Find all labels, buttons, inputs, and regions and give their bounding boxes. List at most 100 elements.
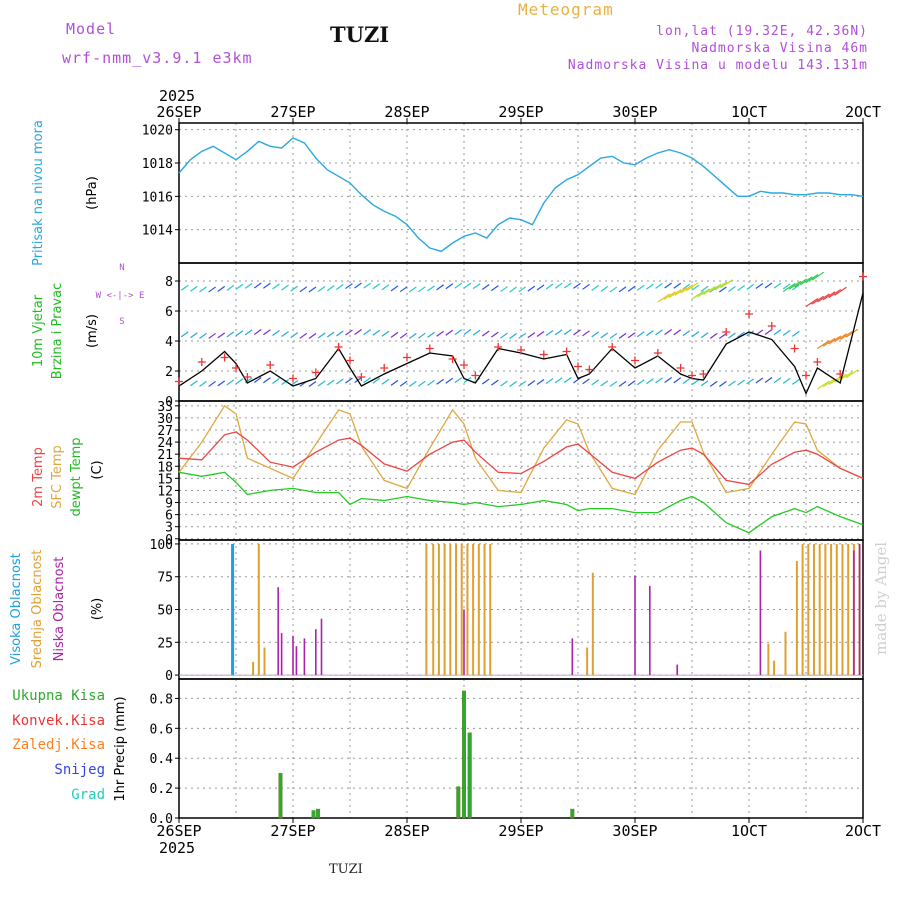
wind-barb — [682, 378, 691, 385]
y-tick-label: 6 — [165, 509, 173, 524]
wind-barb — [609, 286, 618, 293]
wind-barb — [664, 377, 672, 383]
wind-gust-marker — [859, 272, 867, 281]
year-label-top: 2025 — [159, 87, 195, 105]
wind-barb — [308, 286, 317, 293]
wind-barb — [582, 283, 590, 290]
wind-barb — [646, 283, 654, 290]
precip-legend-label: Snijeg — [54, 762, 105, 778]
wind-gust-marker — [608, 343, 617, 351]
wind-barb — [372, 283, 381, 290]
wind-barb — [728, 380, 736, 387]
y-tick-label: 6 — [165, 305, 173, 320]
wind-barb — [782, 377, 791, 384]
x-tick-label-bottom: 2OCT — [845, 822, 881, 840]
wind-barb — [244, 329, 253, 336]
wind-barb — [226, 331, 235, 338]
wind-compass-n: N — [119, 263, 124, 273]
mid-cloud-bar — [477, 543, 480, 676]
x-tick-label-bottom: 1OCT — [731, 822, 767, 840]
low-cloud-bar — [292, 635, 294, 676]
wind-barb-strong — [788, 280, 802, 290]
wind-barb-strong — [822, 337, 836, 347]
wind-barb — [463, 329, 472, 336]
y-tick-label: 25 — [157, 636, 173, 651]
wind-gust-marker — [494, 343, 503, 351]
y-tick-label: 0 — [165, 395, 173, 410]
wind-barb — [427, 379, 435, 386]
wind-gust-marker — [197, 358, 206, 366]
wind-barb-strong — [822, 378, 836, 388]
low-cloud-bar — [759, 550, 762, 676]
wind-barb-strong — [811, 295, 825, 305]
wind-barb — [509, 286, 517, 293]
wind-barb — [682, 330, 691, 337]
wind-gust-marker — [836, 370, 845, 378]
mid-cloud-bar — [437, 543, 440, 676]
wind-barb — [536, 379, 545, 386]
wind-barb — [253, 329, 262, 335]
panel-wind: 0 2 4 6 8 — [165, 262, 864, 410]
precip-legend-label: Konvek.Kisa — [12, 713, 105, 729]
wind-barb — [773, 377, 782, 384]
mid-cloud-bar — [489, 543, 492, 676]
y-tick-label: 9 — [165, 497, 173, 512]
wind-barb — [573, 377, 581, 384]
wind-barb — [509, 380, 517, 387]
wind-barb — [709, 380, 718, 387]
panel-cloud: 0 25 50 75 100 — [150, 538, 864, 684]
wind-barb — [636, 379, 645, 386]
wind-gust-marker — [813, 358, 822, 366]
wind-barb — [682, 283, 691, 290]
sfc-label: SFC Temp — [50, 445, 65, 509]
wind-barb — [408, 381, 417, 387]
wind-barb — [664, 282, 672, 289]
wind-gust-marker — [220, 353, 229, 362]
low-cloud-bar — [858, 543, 861, 676]
pressure-unit: (hPa) — [85, 176, 100, 210]
wind-barb — [737, 379, 745, 386]
wind-barb — [773, 282, 782, 289]
wind-barb — [199, 332, 207, 339]
y-tick-label: 4 — [165, 335, 173, 350]
y-tick-label: 27 — [157, 424, 173, 439]
x-tick-label-top: 27SEP — [270, 103, 315, 121]
wind-barb — [573, 282, 581, 289]
wind-barb — [691, 379, 700, 386]
wind-barb — [326, 379, 335, 386]
mid-cloud-bar — [425, 543, 428, 676]
mid-cloud-bar — [460, 543, 463, 676]
wind-barb-strong — [817, 339, 830, 350]
wind-barb — [728, 285, 736, 292]
wind-barb — [408, 333, 417, 339]
wind-gust-marker — [266, 361, 275, 369]
x-tick-group: 26SEP 26SEP — [156, 103, 201, 840]
wind-barb — [208, 380, 216, 387]
wind-barb — [636, 331, 645, 338]
wind-barb — [655, 329, 663, 336]
wind-barb — [199, 380, 207, 387]
y-tick-label: 8 — [165, 275, 173, 290]
mid-cloud-bar — [767, 643, 770, 676]
wind-barb — [418, 380, 426, 387]
wind-barb-strong — [805, 297, 819, 308]
wind-barb — [418, 286, 426, 293]
wind-barb-strong — [817, 293, 830, 303]
wind-barb — [500, 286, 508, 293]
wind-gust-marker — [699, 370, 708, 378]
wind-barb — [655, 377, 663, 384]
wind-barb-strong — [782, 282, 796, 293]
y-tick-label: 50 — [157, 604, 173, 619]
sfc-temp-line — [178, 404, 864, 496]
x-tick-label-top: 1OCT — [731, 103, 767, 121]
wind-barb — [700, 285, 709, 292]
wind-barb-strong — [799, 276, 813, 286]
y-tick-label: 33 — [157, 400, 173, 415]
wind-barb — [308, 332, 317, 339]
precip-legend-label: Zaledj.Kisa — [12, 737, 105, 753]
mid-cloud-bar — [449, 543, 452, 676]
wind-barb — [399, 332, 408, 339]
wind-barb — [700, 380, 709, 387]
wind-barb — [627, 332, 636, 339]
